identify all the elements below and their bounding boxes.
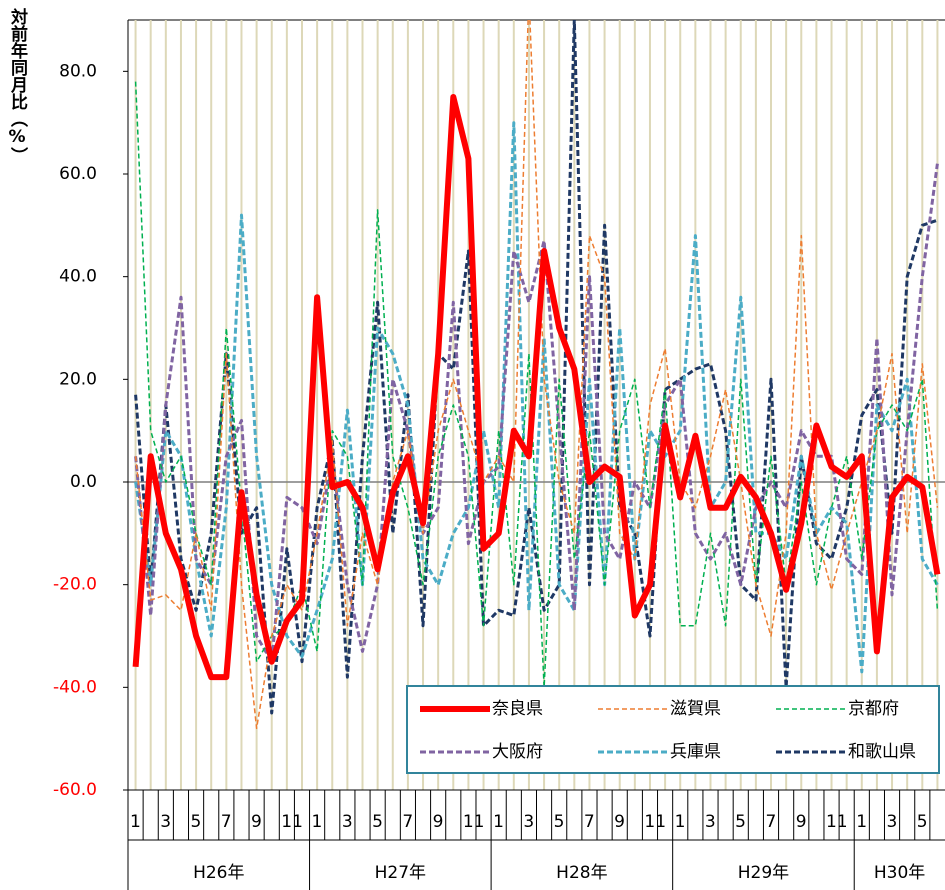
y-tick-label: 20.0 <box>59 369 97 389</box>
x-group-label: H30年 <box>874 863 925 883</box>
series-line <box>132 94 941 681</box>
y-tick-label: -40.0 <box>53 677 97 697</box>
x-group-label: H28年 <box>556 863 607 883</box>
x-group-label: H26年 <box>193 863 244 883</box>
x-tick-label: 1 <box>312 812 323 832</box>
x-tick-label: 1 <box>675 812 686 832</box>
x-tick-label: 11 <box>826 812 848 832</box>
x-tick-label: 3 <box>705 812 716 832</box>
series-line <box>134 121 939 674</box>
x-tick-label: 7 <box>221 812 232 832</box>
y-tick-label: 40.0 <box>59 267 97 287</box>
x-tick-label: 9 <box>614 812 625 832</box>
legend-label: 兵庫県 <box>670 742 721 762</box>
x-tick-label: 7 <box>584 812 595 832</box>
x-tick-label: 3 <box>523 812 534 832</box>
x-tick-label: 5 <box>372 812 383 832</box>
x-group-label: H27年 <box>375 863 426 883</box>
x-tick-label: 9 <box>433 812 444 832</box>
x-tick-label: 1 <box>856 812 867 832</box>
x-tick-label: 9 <box>251 812 262 832</box>
x-tick-label: 7 <box>402 812 413 832</box>
legend-label: 和歌山県 <box>848 742 916 762</box>
x-tick-label: 11 <box>644 812 666 832</box>
legend-label: 奈良県 <box>492 699 543 719</box>
x-tick-label: 3 <box>160 812 171 832</box>
legend-label: 京都府 <box>848 699 899 719</box>
x-tick-label: 5 <box>191 812 202 832</box>
x-tick-label: 1 <box>493 812 504 832</box>
y-tick-label: 0.0 <box>70 472 97 492</box>
y-axis-title: 対前年同月比（%） <box>7 8 27 164</box>
x-tick-label: 1 <box>130 812 141 832</box>
legend-label: 滋賀県 <box>670 699 721 719</box>
x-tick-label: 11 <box>281 812 303 832</box>
y-tick-label: -20.0 <box>53 575 97 595</box>
x-tick-label: 9 <box>796 812 807 832</box>
x-tick-label: 5 <box>735 812 746 832</box>
legend-box <box>406 685 940 774</box>
legend-label: 大阪府 <box>492 742 543 762</box>
x-tick-label: 5 <box>917 812 928 832</box>
y-tick-label: 60.0 <box>59 164 97 184</box>
x-tick-label: 3 <box>886 812 897 832</box>
x-tick-label: 5 <box>554 812 565 832</box>
x-tick-label: 11 <box>463 812 485 832</box>
x-tick-label: 3 <box>342 812 353 832</box>
series-line <box>134 20 938 715</box>
x-group-label: H29年 <box>738 863 789 883</box>
y-tick-label: 80.0 <box>59 61 97 81</box>
x-tick-label: 7 <box>765 812 776 832</box>
y-tick-label: -60.0 <box>53 780 97 800</box>
